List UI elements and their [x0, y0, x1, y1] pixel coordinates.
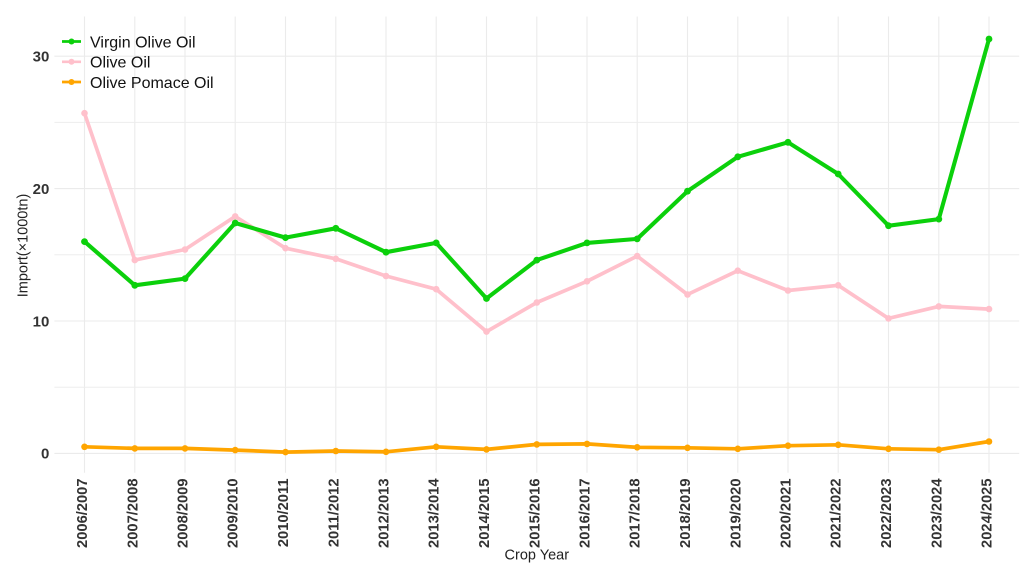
svg-text:2014/2015: 2014/2015	[477, 479, 493, 548]
svg-text:2017/2018: 2017/2018	[628, 479, 644, 548]
svg-text:2009/2010: 2009/2010	[226, 479, 242, 548]
svg-text:Olive Pomace Oil: Olive Pomace Oil	[90, 75, 214, 92]
svg-text:2019/2020: 2019/2020	[728, 479, 744, 548]
svg-text:20: 20	[33, 181, 50, 198]
svg-text:Virgin Olive Oil: Virgin Olive Oil	[90, 34, 196, 51]
svg-text:2010/2011: 2010/2011	[276, 479, 292, 548]
svg-text:30: 30	[33, 49, 50, 66]
svg-text:2023/2024: 2023/2024	[929, 478, 945, 548]
svg-text:2015/2016: 2015/2016	[527, 479, 543, 548]
svg-text:2011/2012: 2011/2012	[326, 479, 342, 548]
svg-text:Crop Year: Crop Year	[505, 548, 570, 564]
svg-text:2008/2009: 2008/2009	[176, 479, 192, 548]
svg-text:2018/2019: 2018/2019	[678, 479, 694, 548]
svg-text:2013/2014: 2013/2014	[427, 478, 443, 548]
svg-text:2021/2022: 2021/2022	[829, 479, 845, 548]
svg-text:2024/2025: 2024/2025	[980, 479, 996, 548]
svg-text:Olive Oil: Olive Oil	[90, 55, 150, 72]
svg-text:Import(×1000tn): Import(×1000tn)	[15, 194, 31, 298]
svg-text:2012/2013: 2012/2013	[377, 479, 393, 548]
svg-text:2006/2007: 2006/2007	[75, 479, 91, 548]
svg-text:10: 10	[33, 313, 50, 330]
svg-text:2022/2023: 2022/2023	[879, 479, 895, 548]
svg-text:2007/2008: 2007/2008	[125, 479, 141, 548]
svg-text:2020/2021: 2020/2021	[779, 479, 795, 548]
svg-text:2016/2017: 2016/2017	[578, 479, 594, 548]
svg-text:0: 0	[41, 446, 49, 463]
